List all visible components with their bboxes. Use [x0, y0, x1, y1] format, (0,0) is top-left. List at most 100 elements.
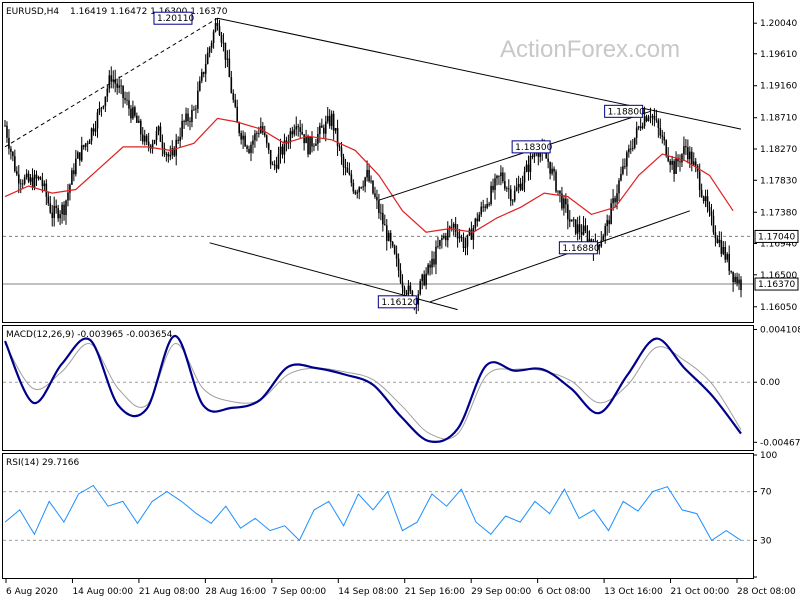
candle-body: [378, 200, 380, 214]
candle-body: [98, 107, 101, 113]
candle-body: [169, 155, 172, 157]
candle-body: [106, 88, 109, 97]
candle-body: [694, 161, 697, 166]
candle-body: [348, 172, 351, 175]
candle-body: [421, 274, 423, 282]
ohlc-readout: 1.16419 1.16472 1.16300 1.16370: [70, 7, 228, 17]
price-axis-badge-box: [754, 229, 799, 243]
candle-body: [407, 285, 410, 295]
x-tick-label: 14 Aug 00:00: [72, 587, 133, 597]
candle-body: [527, 164, 530, 173]
candle-body: [344, 167, 347, 169]
candle-body: [663, 136, 666, 141]
candle-body: [539, 151, 542, 157]
candle-body: [637, 126, 640, 128]
candle-body: [130, 108, 132, 119]
candle-body: [208, 47, 211, 53]
candle-body: [69, 184, 71, 193]
candle-body: [39, 177, 42, 180]
candle-body: [616, 193, 618, 203]
candle-body: [478, 214, 481, 222]
x-tick-label: 21 Aug 08:00: [139, 587, 200, 597]
candle-body: [293, 129, 296, 135]
trendline: [4, 17, 218, 148]
candle-body: [724, 246, 727, 260]
candle-body: [372, 180, 374, 194]
candle-body: [124, 98, 126, 100]
x-tick-label: 29 Sep 00:00: [471, 587, 531, 597]
candle-body: [704, 196, 707, 201]
candle-body: [433, 258, 435, 265]
candle-body: [384, 224, 386, 226]
candle-body: [21, 183, 24, 185]
price-y-tick-label: 1.17830: [760, 176, 797, 186]
candle-body: [399, 270, 402, 283]
candle-body: [391, 241, 394, 246]
candle-body: [446, 228, 449, 241]
candle-body: [385, 225, 388, 241]
candle-body: [147, 141, 150, 146]
candle-body: [289, 131, 292, 143]
candle-body: [120, 85, 122, 87]
candle-body: [108, 75, 111, 89]
candle-body: [456, 231, 459, 239]
candle-body: [521, 182, 524, 190]
x-tick-label: 28 Aug 16:00: [205, 587, 266, 597]
candle-body: [354, 191, 357, 194]
candle-body: [549, 161, 551, 174]
candle-body: [673, 160, 675, 174]
candle-body: [606, 220, 608, 227]
candle-body: [163, 147, 166, 155]
candle-body: [464, 246, 467, 248]
candle-body: [419, 281, 422, 295]
candle-body: [220, 35, 223, 43]
candle-body: [602, 235, 605, 241]
candle-body: [250, 144, 252, 153]
rsi-panel-frame: [2, 453, 754, 579]
candle-body: [230, 77, 233, 93]
candle-body: [19, 183, 22, 185]
candle-body: [309, 136, 311, 155]
candle-body: [141, 134, 144, 142]
candle-body: [641, 125, 644, 129]
candle-body: [185, 113, 187, 122]
candle-body: [488, 203, 490, 205]
candle-body: [114, 79, 117, 84]
candle-body: [429, 264, 431, 268]
candle-body: [222, 42, 225, 44]
candle-body: [382, 212, 384, 225]
candle-body: [14, 156, 16, 172]
candle-body: [23, 177, 26, 184]
candle-body: [210, 42, 213, 48]
candle-body: [67, 192, 69, 201]
candle-body: [159, 126, 162, 142]
candle-body: [523, 171, 526, 183]
candle-body: [10, 148, 12, 152]
price-plot: 1.20110 1.18800 1.18300 1.16880 1.16120: [3, 11, 753, 315]
candle-body: [244, 135, 246, 147]
candle-body: [720, 239, 723, 254]
candle-body: [389, 232, 392, 242]
candle-body: [610, 203, 612, 225]
candle-body: [256, 133, 258, 134]
candle-body: [252, 140, 254, 145]
candle-body: [214, 22, 217, 32]
candle-body: [622, 166, 624, 174]
candle-body: [273, 164, 276, 166]
candle-body: [202, 72, 205, 74]
candle-body: [582, 225, 585, 235]
candle-body: [511, 200, 514, 202]
candle-body: [261, 126, 264, 133]
candle-body: [504, 181, 506, 189]
candle-body: [439, 240, 441, 246]
candle-body: [563, 198, 565, 209]
x-tick-label: 6 Aug 2020: [6, 587, 58, 597]
candle-body: [165, 154, 168, 155]
candle-body: [578, 224, 581, 233]
candle-body: [265, 135, 268, 144]
candle-body: [8, 137, 10, 149]
candle-body: [395, 253, 398, 259]
candle-body: [224, 42, 227, 60]
candle-body: [145, 135, 148, 142]
